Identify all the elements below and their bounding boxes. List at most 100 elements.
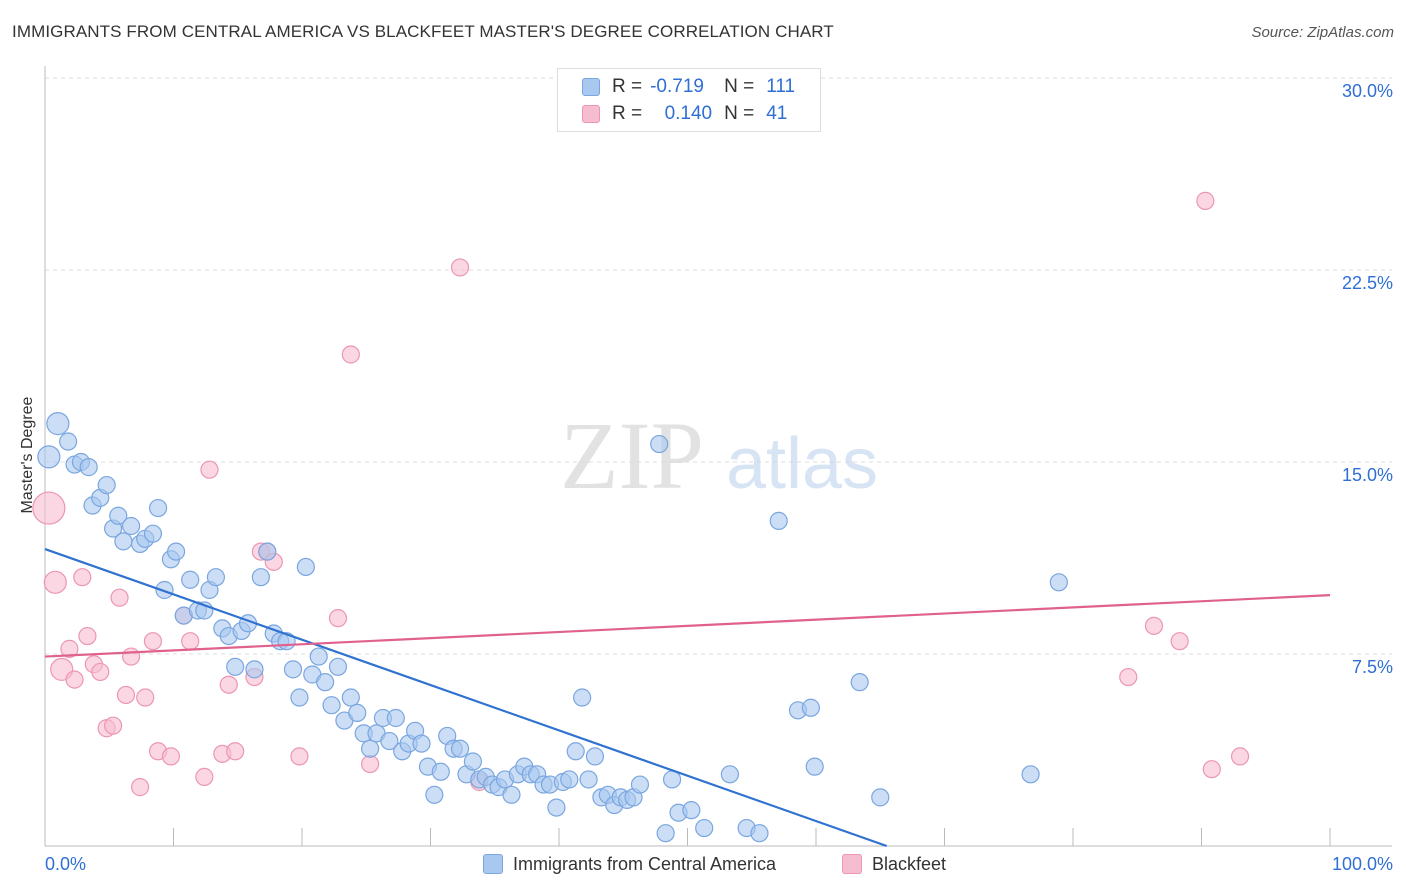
point-blackfeet	[104, 716, 123, 735]
y-tick-label: 22.5%	[1342, 273, 1393, 293]
x-tick-label: 0.0%	[45, 854, 86, 874]
point-central-america	[59, 432, 78, 451]
point-blackfeet	[450, 258, 470, 277]
point-blackfeet	[143, 632, 163, 651]
point-central-america	[769, 511, 788, 530]
point-central-america	[682, 801, 701, 820]
point-central-america	[750, 824, 769, 843]
point-central-america	[322, 696, 341, 715]
point-blackfeet	[32, 491, 66, 525]
y-tick-label: 30.0%	[1342, 81, 1393, 101]
point-central-america	[348, 703, 367, 722]
legend-swatch-blue	[483, 854, 503, 874]
point-blackfeet	[1202, 760, 1221, 779]
point-central-america	[380, 731, 399, 751]
point-central-america	[309, 647, 328, 666]
source-label: Source: ZipAtlas.com	[1251, 24, 1394, 41]
point-blackfeet	[130, 778, 150, 797]
gridlines	[45, 77, 1392, 655]
point-central-america	[121, 516, 141, 536]
point-central-america	[720, 765, 740, 784]
point-central-america	[361, 739, 380, 758]
y-tick-labels: 7.5% 15.0% 22.5% 30.0%	[1342, 81, 1393, 677]
bottom-legend-blackfeet: Blackfeet	[842, 852, 946, 876]
point-central-america	[502, 785, 521, 804]
point-central-america	[258, 542, 277, 561]
point-blackfeet	[361, 754, 380, 774]
legend-row-central-america: R = -0.719 N = 111	[582, 74, 795, 100]
point-blackfeet	[73, 568, 92, 587]
point-blackfeet	[226, 742, 245, 761]
point-blackfeet	[110, 588, 129, 607]
watermark-zip: ZIP	[560, 402, 704, 509]
point-blackfeet	[1230, 747, 1250, 766]
legend-n-value: 111	[766, 76, 796, 97]
point-central-america	[585, 747, 605, 766]
point-central-america	[226, 657, 245, 676]
point-blackfeet	[1119, 667, 1138, 687]
point-blackfeet	[219, 675, 238, 694]
point-blackfeet	[1170, 632, 1189, 651]
point-blackfeet	[200, 460, 219, 479]
point-blackfeet	[161, 747, 181, 766]
point-central-america	[148, 498, 168, 518]
point-central-america	[463, 752, 483, 771]
point-central-america	[245, 660, 264, 679]
watermark-atlas: atlas	[726, 424, 878, 504]
legend-n-label: N =	[724, 76, 755, 97]
point-central-america	[181, 570, 200, 589]
trend-line-central-america	[44, 548, 888, 848]
point-central-america	[630, 775, 650, 794]
point-central-america	[566, 742, 585, 761]
point-central-america	[328, 657, 348, 676]
y-tick-label: 15.0%	[1342, 465, 1393, 485]
point-central-america	[650, 434, 669, 454]
point-central-america	[341, 688, 360, 707]
point-central-america	[412, 734, 431, 753]
point-blackfeet	[195, 767, 214, 786]
point-central-america	[206, 568, 226, 587]
point-central-america	[166, 542, 186, 561]
watermark: ZIP atlas	[560, 402, 878, 509]
point-central-america	[695, 818, 714, 838]
points-blackfeet	[32, 191, 1250, 797]
point-central-america	[283, 660, 303, 679]
trend-line-blackfeet	[44, 594, 1331, 658]
point-blackfeet	[341, 345, 360, 364]
legend-label: Immigrants from Central America	[513, 853, 777, 874]
point-blackfeet	[116, 685, 136, 705]
point-central-america	[431, 762, 450, 781]
point-central-america	[1049, 573, 1068, 592]
point-central-america	[547, 798, 566, 817]
point-central-america	[805, 757, 824, 776]
chart-title: IMMIGRANTS FROM CENTRAL AMERICA VS BLACK…	[12, 22, 834, 41]
point-central-america	[386, 708, 405, 728]
point-central-america	[560, 770, 579, 789]
legend-swatch-blue	[582, 78, 600, 96]
point-central-america	[251, 568, 270, 587]
point-central-america	[1021, 765, 1040, 784]
legend-label: Blackfeet	[872, 853, 947, 874]
point-central-america	[143, 524, 163, 543]
x-tick-label: 100.0%	[1332, 854, 1393, 874]
stats-legend: R = -0.719 N = 111 R = 0.140 N = 41	[557, 68, 821, 132]
legend-swatch-pink	[842, 854, 862, 874]
point-central-america	[850, 673, 869, 692]
point-central-america	[155, 580, 174, 600]
points-central-america	[37, 412, 1068, 843]
point-blackfeet	[121, 647, 141, 666]
point-central-america	[579, 770, 598, 789]
legend-n-value: 41	[766, 103, 788, 124]
legend-n-label: N =	[724, 103, 755, 124]
trend-lines	[44, 548, 1331, 848]
point-central-america	[450, 739, 470, 758]
point-blackfeet	[65, 670, 84, 689]
point-central-america	[46, 412, 70, 436]
point-central-america	[37, 445, 61, 469]
point-central-america	[871, 788, 890, 807]
point-central-america	[109, 506, 128, 525]
point-blackfeet	[181, 632, 200, 651]
point-central-america	[656, 824, 675, 843]
legend-r-label: R =	[612, 103, 643, 124]
